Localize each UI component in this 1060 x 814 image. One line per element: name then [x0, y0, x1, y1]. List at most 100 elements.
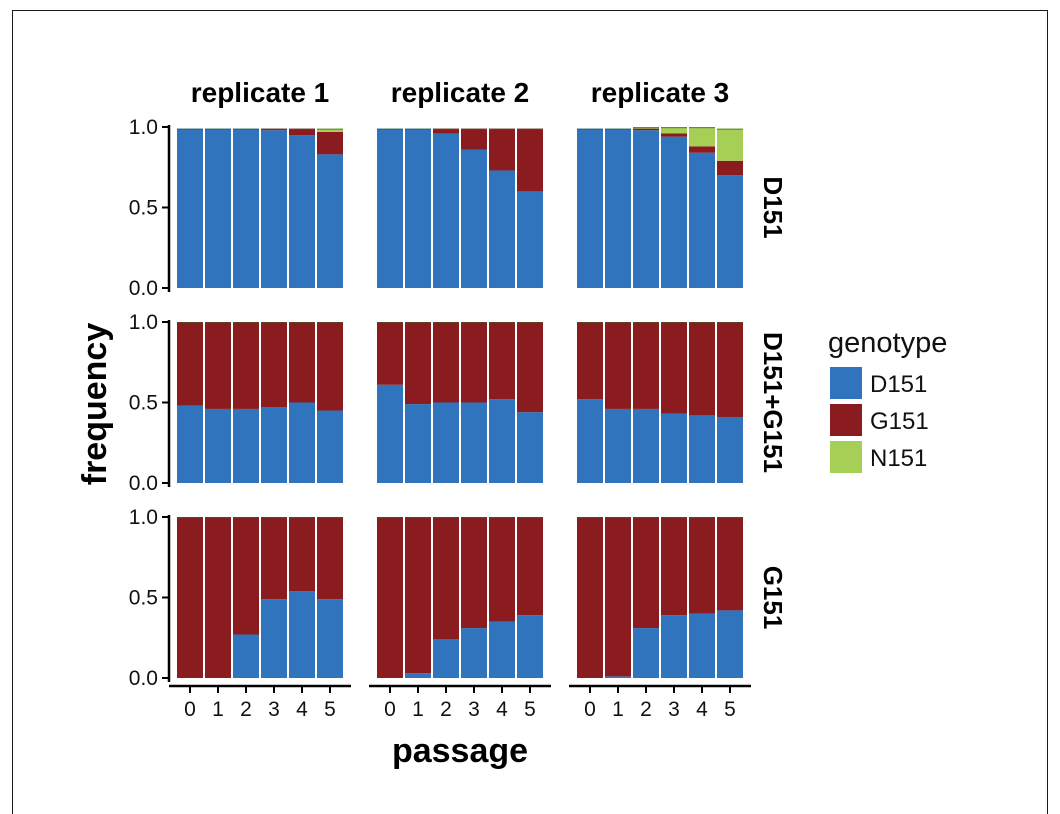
y-axis-title: frequency: [76, 323, 114, 486]
bar-top-edge: [717, 128, 743, 130]
bar-top-edge: [605, 517, 631, 519]
bar-top-edge: [605, 128, 631, 130]
bar-segment-g151: [661, 517, 687, 616]
x-tick-label: 3: [468, 698, 480, 721]
bar-segment-d151: [461, 402, 487, 483]
bar-top-edge: [289, 322, 315, 324]
bar-segment-g151: [517, 322, 543, 413]
bar-segment-d151: [489, 621, 515, 678]
bar-top-edge: [689, 517, 715, 519]
bar-segment-g151: [605, 322, 631, 409]
bar-segment-d151: [717, 610, 743, 678]
x-tick-label: 2: [640, 698, 652, 721]
bar-segment-d151: [233, 128, 259, 288]
bar-segment-d151: [261, 130, 287, 288]
x-tick-label: 3: [668, 698, 680, 721]
bar-segment-d151: [461, 628, 487, 678]
bar-segment-g151: [461, 322, 487, 403]
bar-segment-d151: [317, 599, 343, 678]
bar-top-edge: [461, 128, 487, 130]
bar-top-edge: [433, 517, 459, 519]
bar-top-edge: [461, 322, 487, 324]
x-tick-label: 1: [612, 698, 624, 721]
bar-segment-d151: [605, 408, 631, 483]
bar-top-edge: [433, 128, 459, 130]
bar-segment-d151: [433, 402, 459, 483]
facet-row-label: G151: [758, 566, 788, 630]
bar-top-edge: [661, 322, 687, 324]
bar-segment-n151: [661, 127, 687, 134]
bar-segment-d151: [717, 175, 743, 288]
bar-segment-d151: [317, 410, 343, 483]
bar-top-edge: [577, 322, 603, 324]
bar-segment-d151: [405, 673, 431, 678]
bar-segment-g151: [177, 517, 203, 678]
bar-top-edge: [517, 322, 543, 324]
plot-area: replicate 1 replicate 2 replicate 3 D151 D15…: [129, 77, 788, 721]
bar-segment-n151: [317, 128, 343, 132]
bar-segment-g151: [661, 322, 687, 414]
bar-segment-d151: [461, 149, 487, 288]
bar-segment-g151: [717, 517, 743, 611]
bar-top-edge: [261, 128, 287, 130]
y-tick-label: 0.5: [129, 587, 158, 610]
legend-swatch-n151: [830, 441, 862, 473]
legend-label: G151: [870, 408, 929, 435]
y-tick-label: 0.5: [129, 197, 158, 220]
bar-segment-g151: [289, 128, 315, 136]
bar-segment-d151: [205, 128, 231, 288]
x-tick-label: 4: [696, 698, 708, 721]
legend-label: N151: [870, 445, 927, 472]
bar-segment-d151: [177, 405, 203, 483]
bar-segment-d151: [433, 639, 459, 678]
bar-segment-d151: [633, 628, 659, 678]
bar-top-edge: [205, 517, 231, 519]
bar-segment-g151: [689, 517, 715, 614]
bar-top-edge: [577, 128, 603, 130]
bar-segment-d151: [661, 413, 687, 483]
facet-column-label: replicate 2: [391, 77, 530, 108]
bar-top-edge: [405, 128, 431, 130]
bar-top-edge: [717, 517, 743, 519]
x-axis-title: passage: [392, 732, 528, 770]
bar-segment-g151: [489, 128, 515, 171]
bar-segment-d151: [605, 128, 631, 288]
bar-segment-g151: [433, 322, 459, 403]
x-tick-label: 2: [240, 698, 252, 721]
bar-top-edge: [405, 517, 431, 519]
bar-top-edge: [489, 322, 515, 324]
x-tick-label: 1: [412, 698, 424, 721]
facet-column-label: replicate 3: [591, 77, 730, 108]
bar-segment-g151: [633, 322, 659, 409]
bar-top-edge: [489, 128, 515, 130]
x-tick-label: 0: [384, 698, 396, 721]
y-tick-label: 0.5: [129, 392, 158, 415]
bar-top-edge: [317, 128, 343, 130]
y-tick-label: 1.0: [129, 506, 158, 529]
bar-segment-g151: [233, 517, 259, 635]
bar-segment-d151: [661, 136, 687, 288]
bar-segment-n151: [717, 128, 743, 161]
bar-top-edge: [661, 127, 687, 129]
bar-top-edge: [689, 127, 715, 129]
bar-top-edge: [633, 322, 659, 324]
bar-top-edge: [689, 322, 715, 324]
bar-segment-g151: [433, 517, 459, 640]
bar-top-edge: [289, 517, 315, 519]
bar-segment-g151: [461, 517, 487, 629]
bar-segment-d151: [517, 412, 543, 483]
y-tick-label: 0.0: [129, 667, 158, 690]
bar-top-edge: [261, 322, 287, 324]
facet-row-label: D151: [758, 176, 788, 238]
bar-segment-d151: [261, 599, 287, 678]
bar-segment-g151: [717, 322, 743, 417]
legend-swatch-g151: [830, 404, 862, 436]
bar-top-edge: [517, 128, 543, 130]
bar-top-edge: [433, 322, 459, 324]
bar-top-edge: [177, 517, 203, 519]
bar-top-edge: [661, 517, 687, 519]
bar-top-edge: [317, 322, 343, 324]
bar-top-edge: [405, 322, 431, 324]
bar-segment-d151: [577, 128, 603, 288]
x-tick-label: 5: [324, 698, 336, 721]
